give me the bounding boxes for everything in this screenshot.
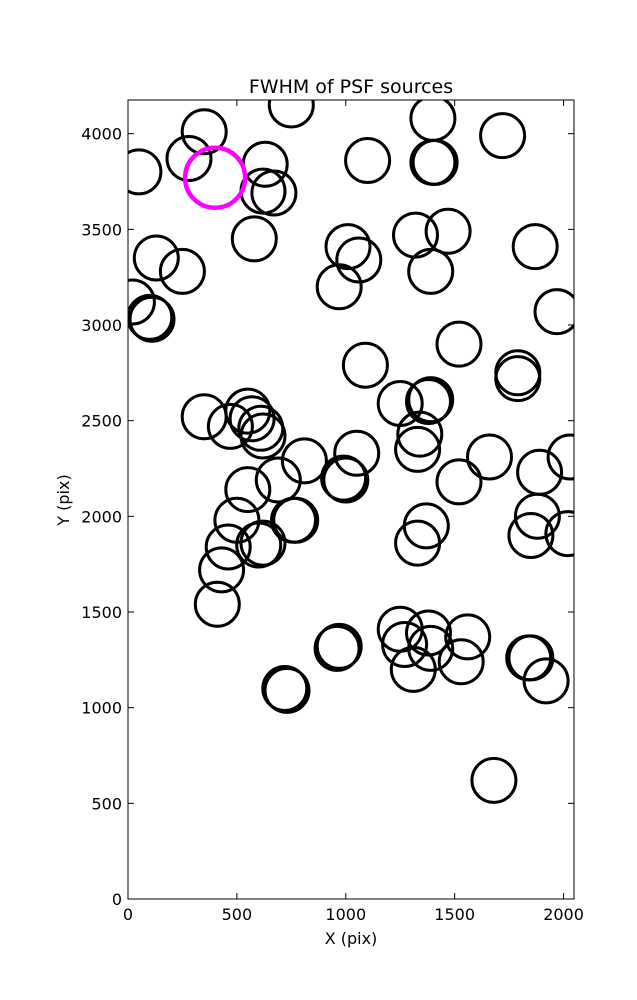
psf-source-marker bbox=[479, 112, 527, 160]
psf-source-marker bbox=[407, 247, 455, 295]
psf-source-marker bbox=[407, 376, 455, 424]
x-axis-label: X (pix) bbox=[325, 929, 378, 948]
y-tick-label: 500 bbox=[91, 794, 122, 813]
psf-source-marker bbox=[315, 622, 363, 670]
psf-source-marker bbox=[381, 621, 429, 668]
psf-source-marker bbox=[165, 135, 213, 182]
psf-source-marker bbox=[324, 223, 372, 271]
y-axis-label: Y (pix) bbox=[54, 474, 73, 526]
psf-source-marker bbox=[254, 456, 302, 504]
psf-source-marker bbox=[198, 546, 246, 594]
psf-source-marker bbox=[128, 293, 174, 341]
psf-source-marker bbox=[396, 410, 444, 458]
psf-source-marker bbox=[389, 645, 437, 693]
psf-source-marker bbox=[437, 638, 485, 686]
y-tick-label: 0 bbox=[112, 890, 122, 909]
psf-source-marker bbox=[394, 425, 442, 473]
psf-source-marker bbox=[333, 429, 381, 477]
psf-source-marker bbox=[280, 437, 328, 485]
psf-source-marker bbox=[128, 295, 176, 343]
psf-source-marker bbox=[507, 512, 555, 559]
psf-source-marker bbox=[544, 510, 574, 558]
y-tick-label: 2000 bbox=[81, 507, 122, 526]
psf-source-marker bbox=[411, 138, 459, 186]
psf-source-marker bbox=[263, 666, 311, 714]
chart-title: FWHM of PSF sources bbox=[249, 76, 453, 98]
psf-source-marker bbox=[158, 247, 206, 295]
psf-source-marker bbox=[250, 169, 298, 217]
x-tick-label: 2000 bbox=[543, 905, 584, 924]
y-tick-label: 1500 bbox=[81, 603, 122, 622]
psf-source-marker bbox=[341, 341, 389, 389]
y-tick-label: 3000 bbox=[81, 316, 122, 335]
psf-source-marker bbox=[180, 108, 228, 156]
psf-source-marker bbox=[261, 665, 309, 712]
plot-area bbox=[128, 100, 574, 804]
psf-source-marker bbox=[494, 355, 542, 403]
psf-source-marker bbox=[513, 492, 561, 540]
x-tick-label: 0 bbox=[123, 905, 133, 924]
y-tick-label: 4000 bbox=[81, 125, 122, 144]
highlighted-source-marker bbox=[182, 145, 248, 210]
psf-source-marker bbox=[424, 207, 472, 255]
psf-source-marker bbox=[533, 288, 574, 336]
psf-source-marker bbox=[315, 263, 363, 311]
y-tick-label: 3500 bbox=[81, 220, 122, 239]
psf-source-marker bbox=[239, 519, 287, 567]
psf-source-marker bbox=[224, 466, 272, 514]
psf-source-marker bbox=[546, 433, 574, 481]
psf-source-marker bbox=[405, 378, 452, 425]
psf-source-marker bbox=[267, 100, 315, 129]
x-tick-label: 500 bbox=[222, 905, 253, 924]
x-tick-label: 1000 bbox=[325, 905, 366, 924]
psf-source-marker bbox=[320, 454, 368, 502]
psf-source-marker bbox=[435, 458, 483, 506]
psf-source-marker bbox=[313, 624, 361, 672]
psf-source-marker bbox=[435, 320, 483, 368]
psf-source-marker bbox=[444, 613, 492, 661]
y-tick-label: 1000 bbox=[81, 699, 122, 718]
psf-source-marker bbox=[128, 278, 156, 326]
psf-source-marker bbox=[206, 402, 254, 450]
psf-source-marker bbox=[344, 137, 392, 184]
psf-source-marker bbox=[193, 580, 241, 628]
psf-source-marker bbox=[132, 234, 180, 282]
x-tick-label: 1500 bbox=[434, 905, 475, 924]
psf-source-marker bbox=[239, 412, 287, 460]
psf-source-marker bbox=[522, 657, 570, 705]
psf-source-marker bbox=[228, 395, 276, 443]
psf-source-marker bbox=[322, 456, 370, 504]
psf-source-marker bbox=[224, 387, 272, 435]
psf-source-marker bbox=[394, 519, 442, 567]
psf-source-marker bbox=[204, 523, 252, 571]
plot-frame bbox=[127, 99, 575, 900]
psf-source-marker bbox=[335, 236, 383, 284]
psf-source-marker bbox=[128, 148, 163, 196]
psf-source-marker bbox=[511, 223, 559, 271]
psf-source-marker bbox=[230, 215, 278, 263]
psf-source-marker bbox=[272, 496, 320, 544]
y-tick-label: 2500 bbox=[81, 412, 122, 431]
psf-source-marker bbox=[470, 756, 518, 804]
psf-source-marker bbox=[466, 433, 513, 481]
axis-ticks: 0 500 1000 1500 2000 0 500 1000 1500 2000 2500 3000… bbox=[81, 100, 584, 924]
psf-source-marker bbox=[507, 634, 555, 682]
